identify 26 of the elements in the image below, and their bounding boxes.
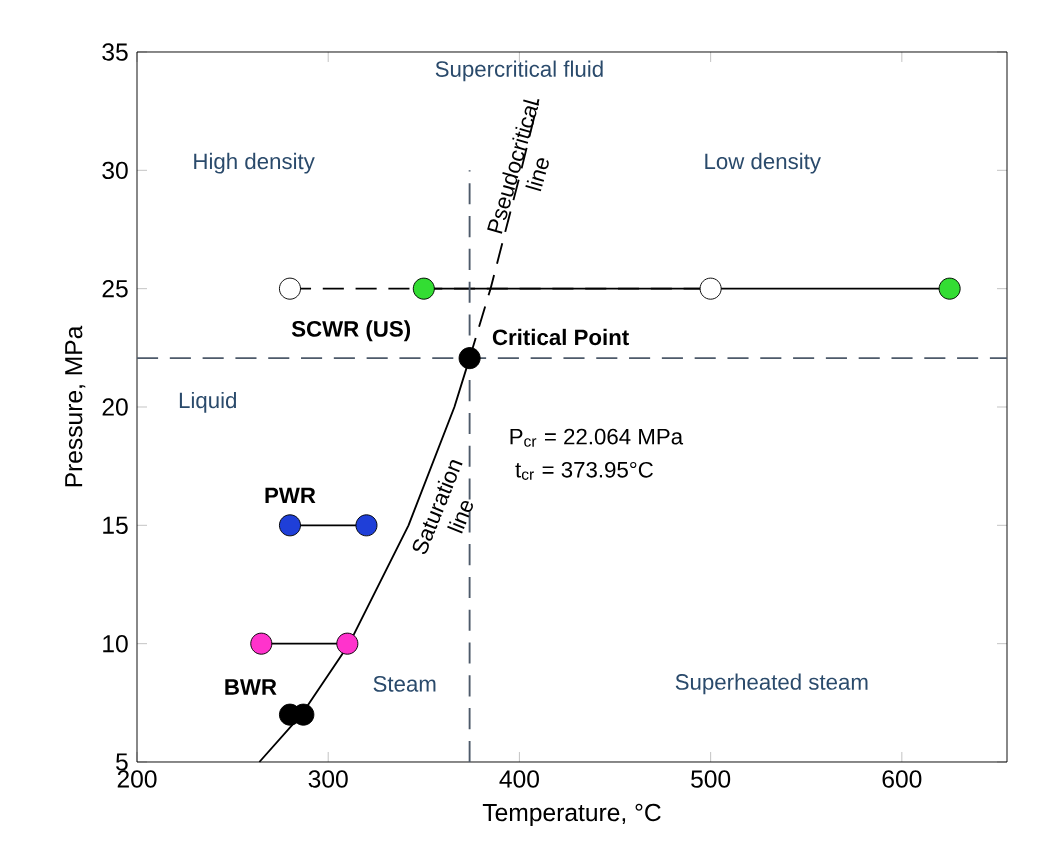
annotation: Steam	[373, 676, 436, 692]
y-tick-label: 35	[102, 43, 128, 61]
y-tick-label: 10	[103, 634, 128, 653]
series-label: SCWR (US)	[291, 320, 411, 342]
annotation: P$_{cr}$ = 22.064 MPa	[510, 428, 684, 447]
annotation: Superheated steam	[675, 673, 868, 695]
annotation: t$_{cr}$ = 373.95°C	[515, 461, 653, 480]
series-label: Critical Point	[492, 328, 629, 346]
annotation: Supercritical fluid	[435, 60, 603, 82]
x-tick-label: 500	[691, 770, 731, 788]
x-tick-label: 600	[882, 770, 922, 788]
x-tick-label: 200	[117, 770, 157, 788]
y-tick-label: 5	[116, 753, 128, 771]
annotation: Liquid	[179, 391, 237, 413]
y-tick-label: 25	[102, 279, 128, 298]
y-tick-label: 20	[102, 398, 128, 416]
annotation: High density	[194, 152, 315, 174]
x-tick-label: 300	[308, 770, 348, 788]
series-label: BWR	[225, 679, 277, 695]
annotation: Low density	[705, 152, 821, 174]
y-axis-title: Pressure, MPa	[65, 325, 86, 487]
y-tick-label: 30	[102, 161, 128, 180]
series-label: PWR	[265, 487, 316, 503]
x-tick-label: 400	[499, 770, 539, 788]
y-tick-label: 15	[103, 516, 128, 534]
x-axis-title: Temperature, °C	[482, 803, 661, 827]
